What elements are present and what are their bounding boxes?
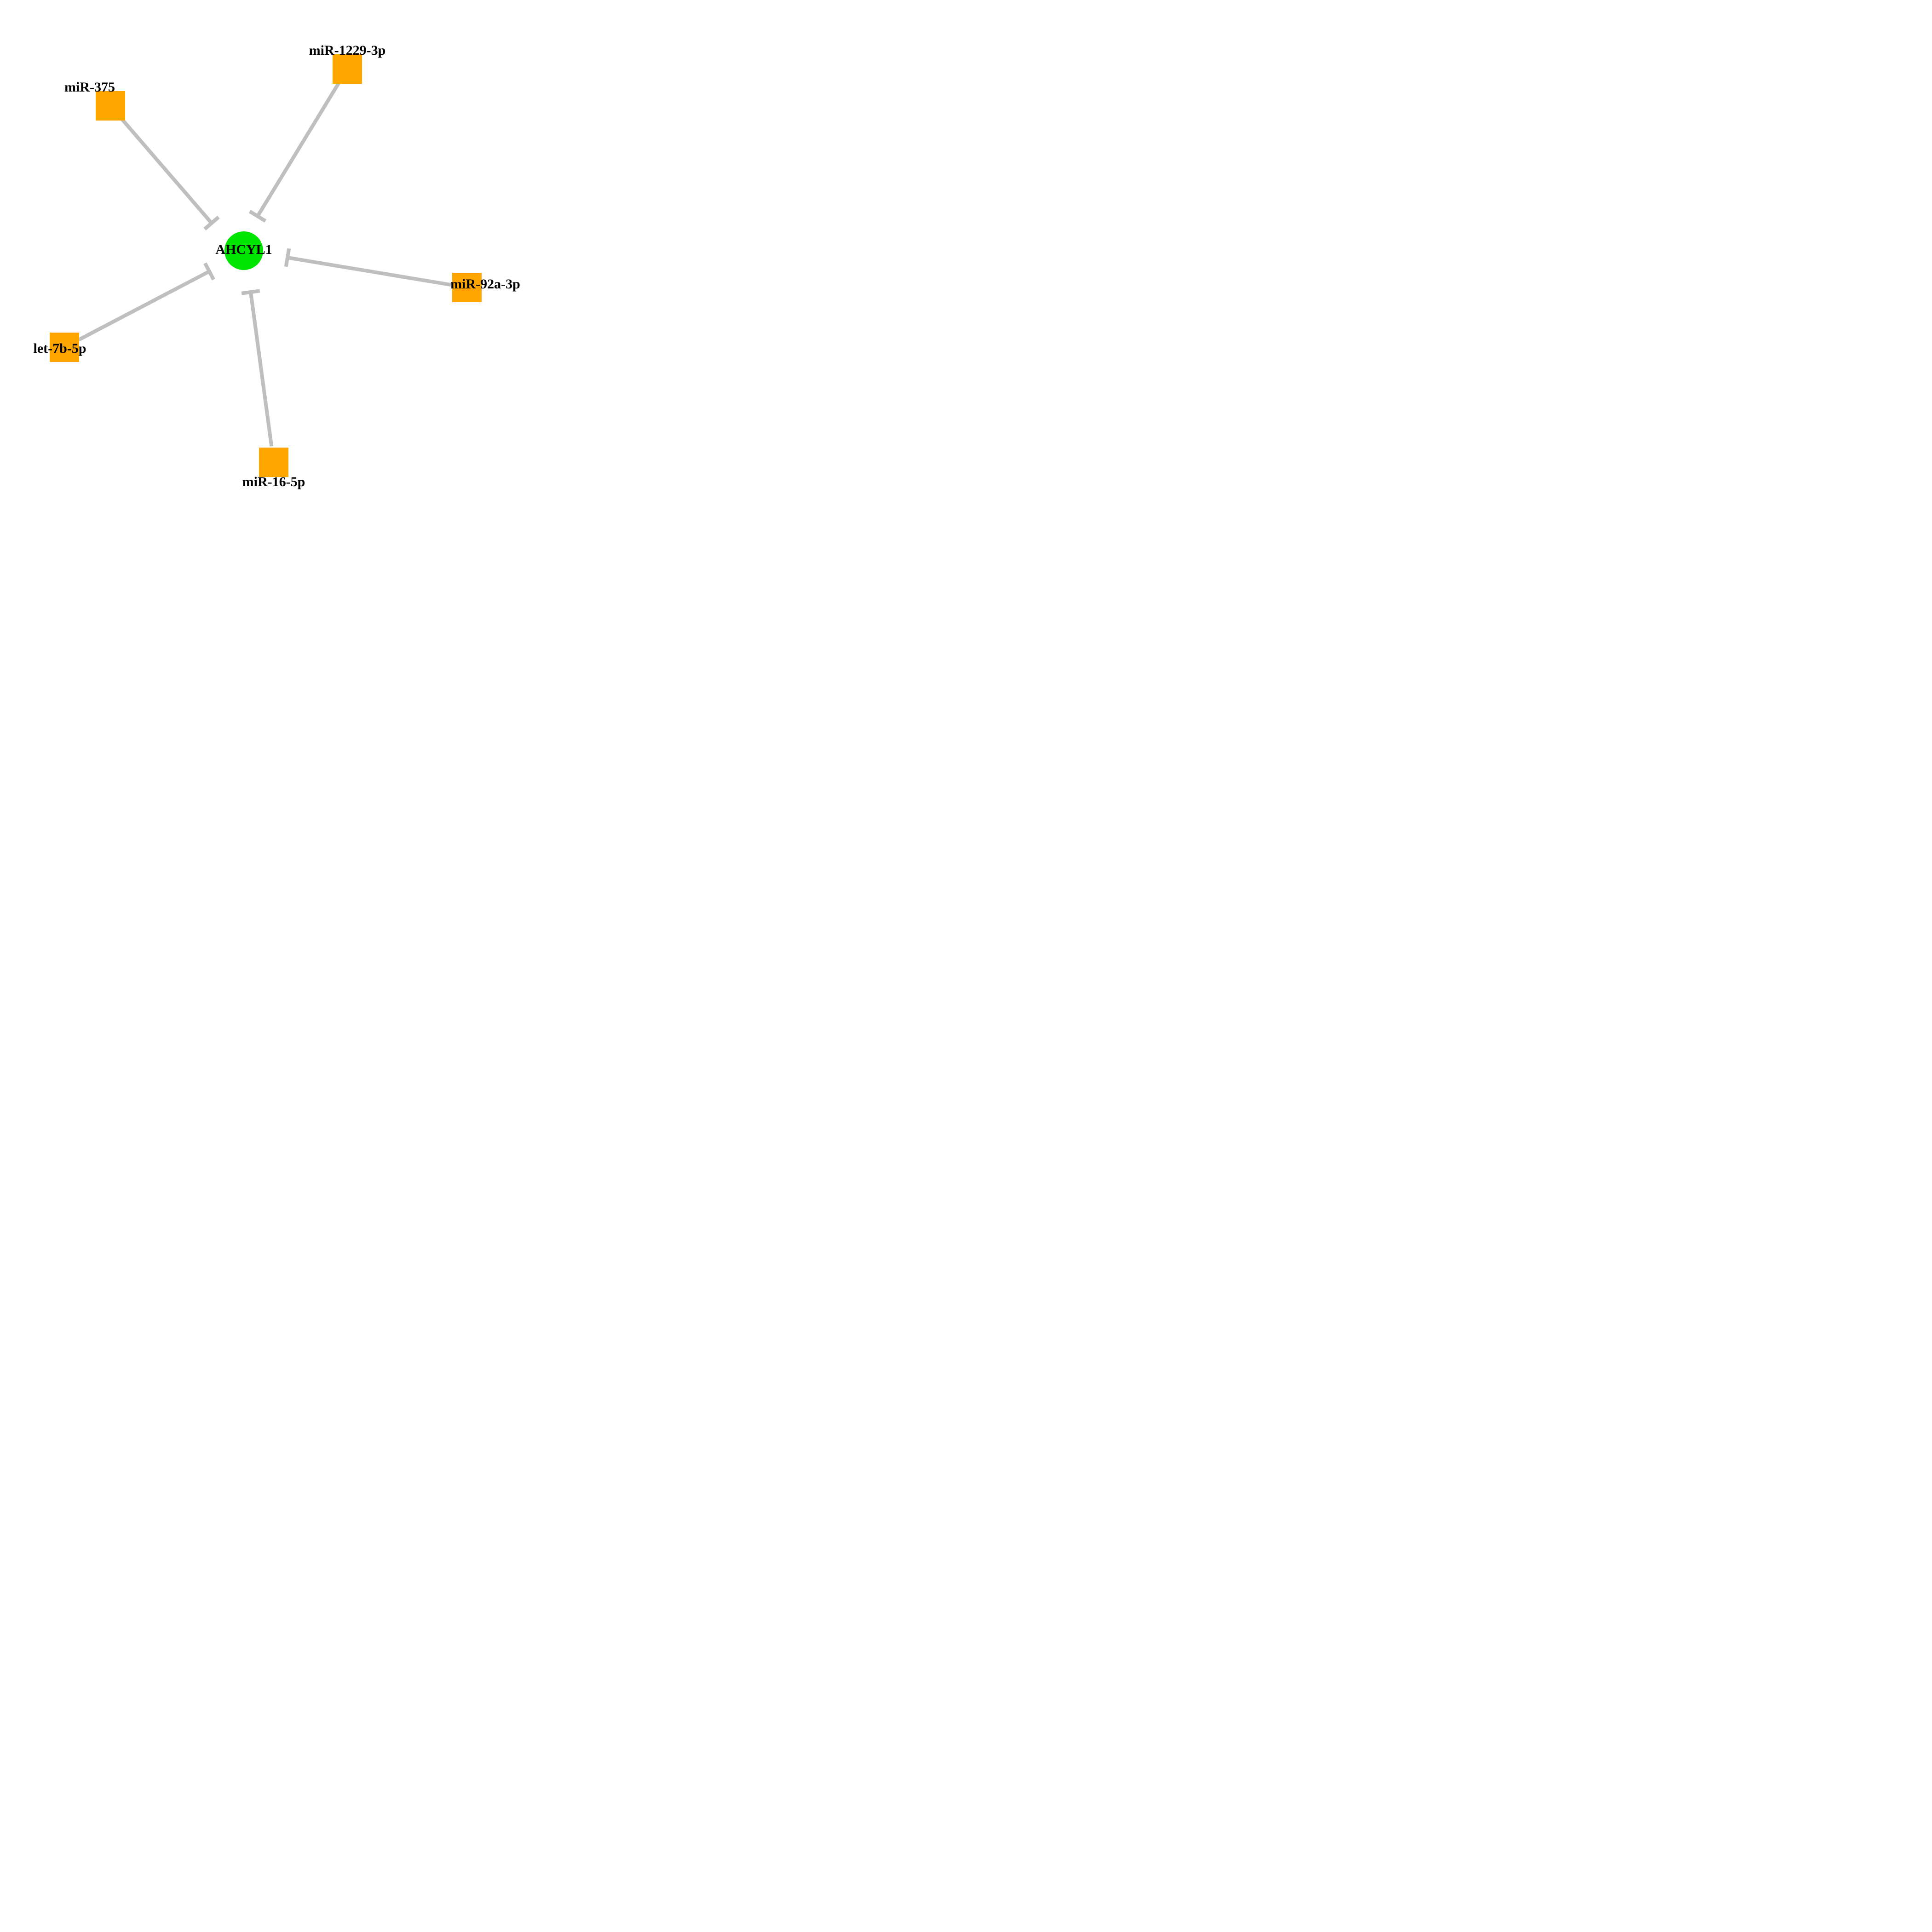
- mirna-label-miR-375: miR-375: [64, 80, 115, 95]
- mirna-node-miR-1229-3p: [333, 54, 362, 84]
- mirna-label-let-7b-5p: let-7b-5p: [34, 341, 86, 356]
- inhibitor-bar-miR-16-5p: [242, 291, 260, 293]
- mirna-label-miR-1229-3p: miR-1229-3p: [309, 43, 386, 58]
- edge-miR-16-5p: [251, 292, 271, 446]
- edge-let-7b-5p: [79, 271, 209, 340]
- inhibitor-bar-miR-92a-3p: [286, 248, 289, 266]
- edge-miR-92a-3p: [288, 258, 451, 285]
- mirna-node-miR-375: [96, 91, 125, 121]
- mirna-label-miR-92a-3p: miR-92a-3p: [450, 276, 520, 292]
- mirna-node-miR-16-5p: [259, 448, 288, 477]
- network-diagram: AHCYL1 miR-375 miR-1229-3p miR-92a-3p miR-16…: [0, 0, 552, 552]
- edges-layer: [79, 83, 451, 446]
- edge-miR-375: [121, 118, 212, 223]
- mirna-label-miR-16-5p: miR-16-5p: [242, 474, 305, 489]
- edge-miR-1229-3p: [258, 83, 339, 216]
- center-label: AHCYL1: [215, 242, 272, 257]
